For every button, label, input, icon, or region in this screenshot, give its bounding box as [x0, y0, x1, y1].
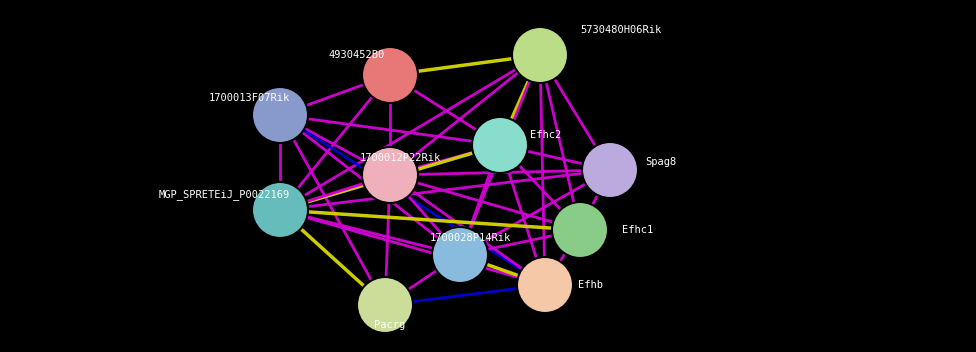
- Text: 4930452B0: 4930452B0: [329, 50, 385, 60]
- Circle shape: [357, 277, 413, 333]
- Text: 5730480H06Rik: 5730480H06Rik: [580, 25, 662, 35]
- Text: 1700028P14Rik: 1700028P14Rik: [429, 233, 510, 243]
- Text: Efhc2: Efhc2: [530, 130, 561, 140]
- Text: Spag8: Spag8: [645, 157, 676, 167]
- Text: Pacrg: Pacrg: [375, 320, 406, 330]
- Text: 1700012P22Rik: 1700012P22Rik: [359, 153, 440, 163]
- Text: 1700013F07Rik: 1700013F07Rik: [209, 93, 290, 103]
- Circle shape: [552, 202, 608, 258]
- Circle shape: [362, 47, 418, 103]
- Circle shape: [252, 87, 308, 143]
- Text: MGP_SPRETEiJ_P0022169: MGP_SPRETEiJ_P0022169: [159, 189, 290, 200]
- Circle shape: [252, 182, 308, 238]
- Circle shape: [582, 142, 638, 198]
- Circle shape: [517, 257, 573, 313]
- Text: Efhb: Efhb: [578, 280, 603, 290]
- Circle shape: [432, 227, 488, 283]
- Circle shape: [362, 147, 418, 203]
- Circle shape: [472, 117, 528, 173]
- Text: Efhc1: Efhc1: [622, 225, 653, 235]
- Circle shape: [512, 27, 568, 83]
